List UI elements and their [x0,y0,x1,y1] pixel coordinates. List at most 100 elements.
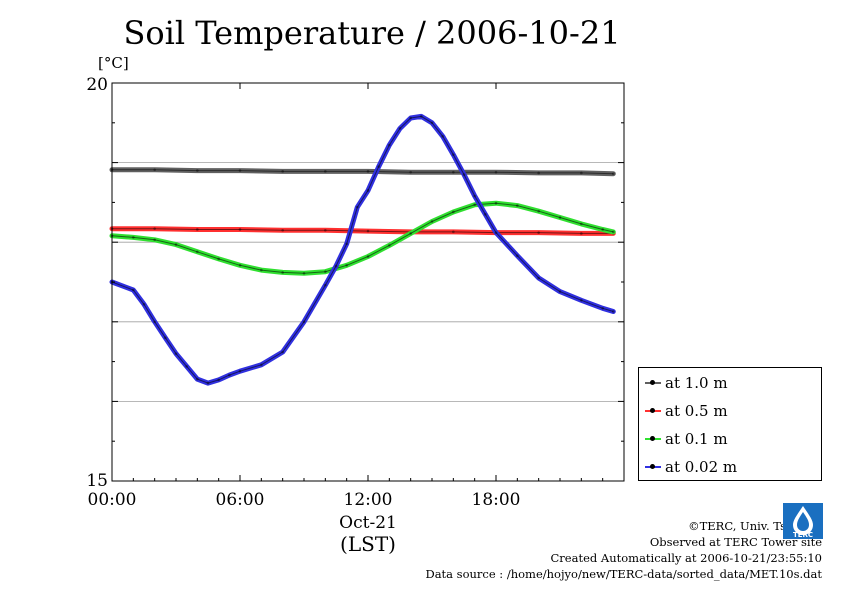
footer-credits: ©TERC, Univ. Tsukuba Observed at TERC To… [425,518,822,582]
series-point-3 [601,306,604,310]
series-point-3 [494,231,498,234]
axis-labels: 15 20 00:00 06:00 12:00 18:00 Oct-21(LST) [86,75,520,556]
series-point-2 [132,236,135,239]
series-point-2 [494,201,498,205]
series-point-2 [409,232,412,235]
series-point-3 [174,352,178,355]
series-point-3 [366,189,370,192]
series-point-1 [153,227,156,230]
series-point-2 [345,263,348,267]
series-point-3 [356,205,359,209]
series-point-2 [473,203,476,207]
x-tick-label: 12:00 [344,490,393,510]
series-point-3 [398,127,402,130]
series-point-0 [238,169,242,172]
series-point-1 [281,228,284,232]
series-point-1 [324,228,327,232]
series-point-0 [366,170,370,173]
series-line-2 [109,200,616,276]
series-point-3 [334,264,338,268]
series-point-2 [612,230,615,234]
series-point-1 [238,228,242,231]
series-point-0 [494,170,498,174]
series-point-2 [196,250,199,254]
series-point-2 [452,210,455,214]
series-point-2 [516,204,519,207]
series-layer [109,113,616,386]
legend-entry: at 0.1 m [645,429,728,449]
series-core-2 [111,202,614,274]
series-point-3 [324,283,327,287]
series-point-3 [217,378,220,382]
series-point-2 [238,263,242,267]
legend-label: at 0.1 m [665,430,728,448]
series-point-3 [612,310,615,313]
series-point-2 [580,222,583,226]
series-point-1 [537,231,540,234]
series-point-2 [430,220,434,223]
series-point-2 [537,209,540,213]
x-axis-label: (LST) [340,532,396,556]
series-point-2 [366,255,370,258]
grid-lines [112,162,624,402]
x-date-label: Oct-21 [339,513,397,533]
series-point-0 [537,171,540,175]
legend-entry: at 0.5 m [645,401,728,421]
series-point-3 [345,242,348,246]
legend-swatch [645,436,661,441]
series-point-3 [377,165,380,168]
series-point-3 [238,369,242,373]
series-core-3 [111,115,614,384]
series-point-0 [409,170,412,174]
series-point-2 [558,216,562,219]
series-point-3 [142,302,146,306]
series-point-2 [281,271,284,274]
series-point-3 [409,116,412,120]
legend-swatch [645,464,661,469]
x-tick-label: 00:00 [88,490,137,510]
series-point-0 [452,170,455,174]
series-point-3 [420,115,423,118]
legend: at 1.0 m at 0.5 m at 0.1 m at 0.02 m [638,367,822,481]
series-point-3 [153,320,156,324]
terc-logo: TERC [783,503,823,539]
series-core-1 [112,228,614,234]
legend-label: at 0.5 m [665,402,728,420]
series-point-1 [366,229,370,233]
series-point-3 [473,194,476,198]
legend-label: at 0.02 m [665,458,738,476]
series-point-2 [260,268,263,272]
series-point-0 [324,170,327,173]
series-point-3 [228,373,231,377]
observed-text: Observed at TERC Tower site [649,535,822,549]
series-core-0 [112,169,614,175]
legend-label: at 1.0 m [665,374,728,392]
x-tick-label: 06:00 [216,490,265,510]
series-point-3 [558,290,562,293]
chart-title: Soil Temperature / 2006-10-21 [123,14,621,52]
series-point-3 [452,153,455,156]
series-point-3 [516,254,519,258]
series-point-2 [217,257,220,261]
series-point-1 [196,228,199,231]
series-point-0 [281,170,284,173]
series-point-0 [196,169,199,172]
series-point-0 [580,171,583,175]
series-point-3 [462,173,466,176]
series-point-2 [601,228,604,231]
source-text: Data source : /home/hojyo/new/TERC-data/… [425,567,822,581]
y-axis-unit-label: [°C] [98,54,129,72]
legend-swatch [645,408,661,413]
created-text: Created Automatically at 2006-10-21/23:5… [550,551,823,565]
series-point-2 [388,244,391,247]
series-point-3 [260,363,263,367]
y-tick-label: 15 [86,471,108,491]
series-point-0 [153,168,156,172]
copyright-text: ©TERC, Univ. Tsukuba [688,519,822,533]
series-point-1 [452,230,455,234]
legend-swatch [645,380,661,385]
legend-entry: at 1.0 m [645,373,728,393]
series-point-3 [388,143,391,147]
series-point-1 [580,232,583,235]
